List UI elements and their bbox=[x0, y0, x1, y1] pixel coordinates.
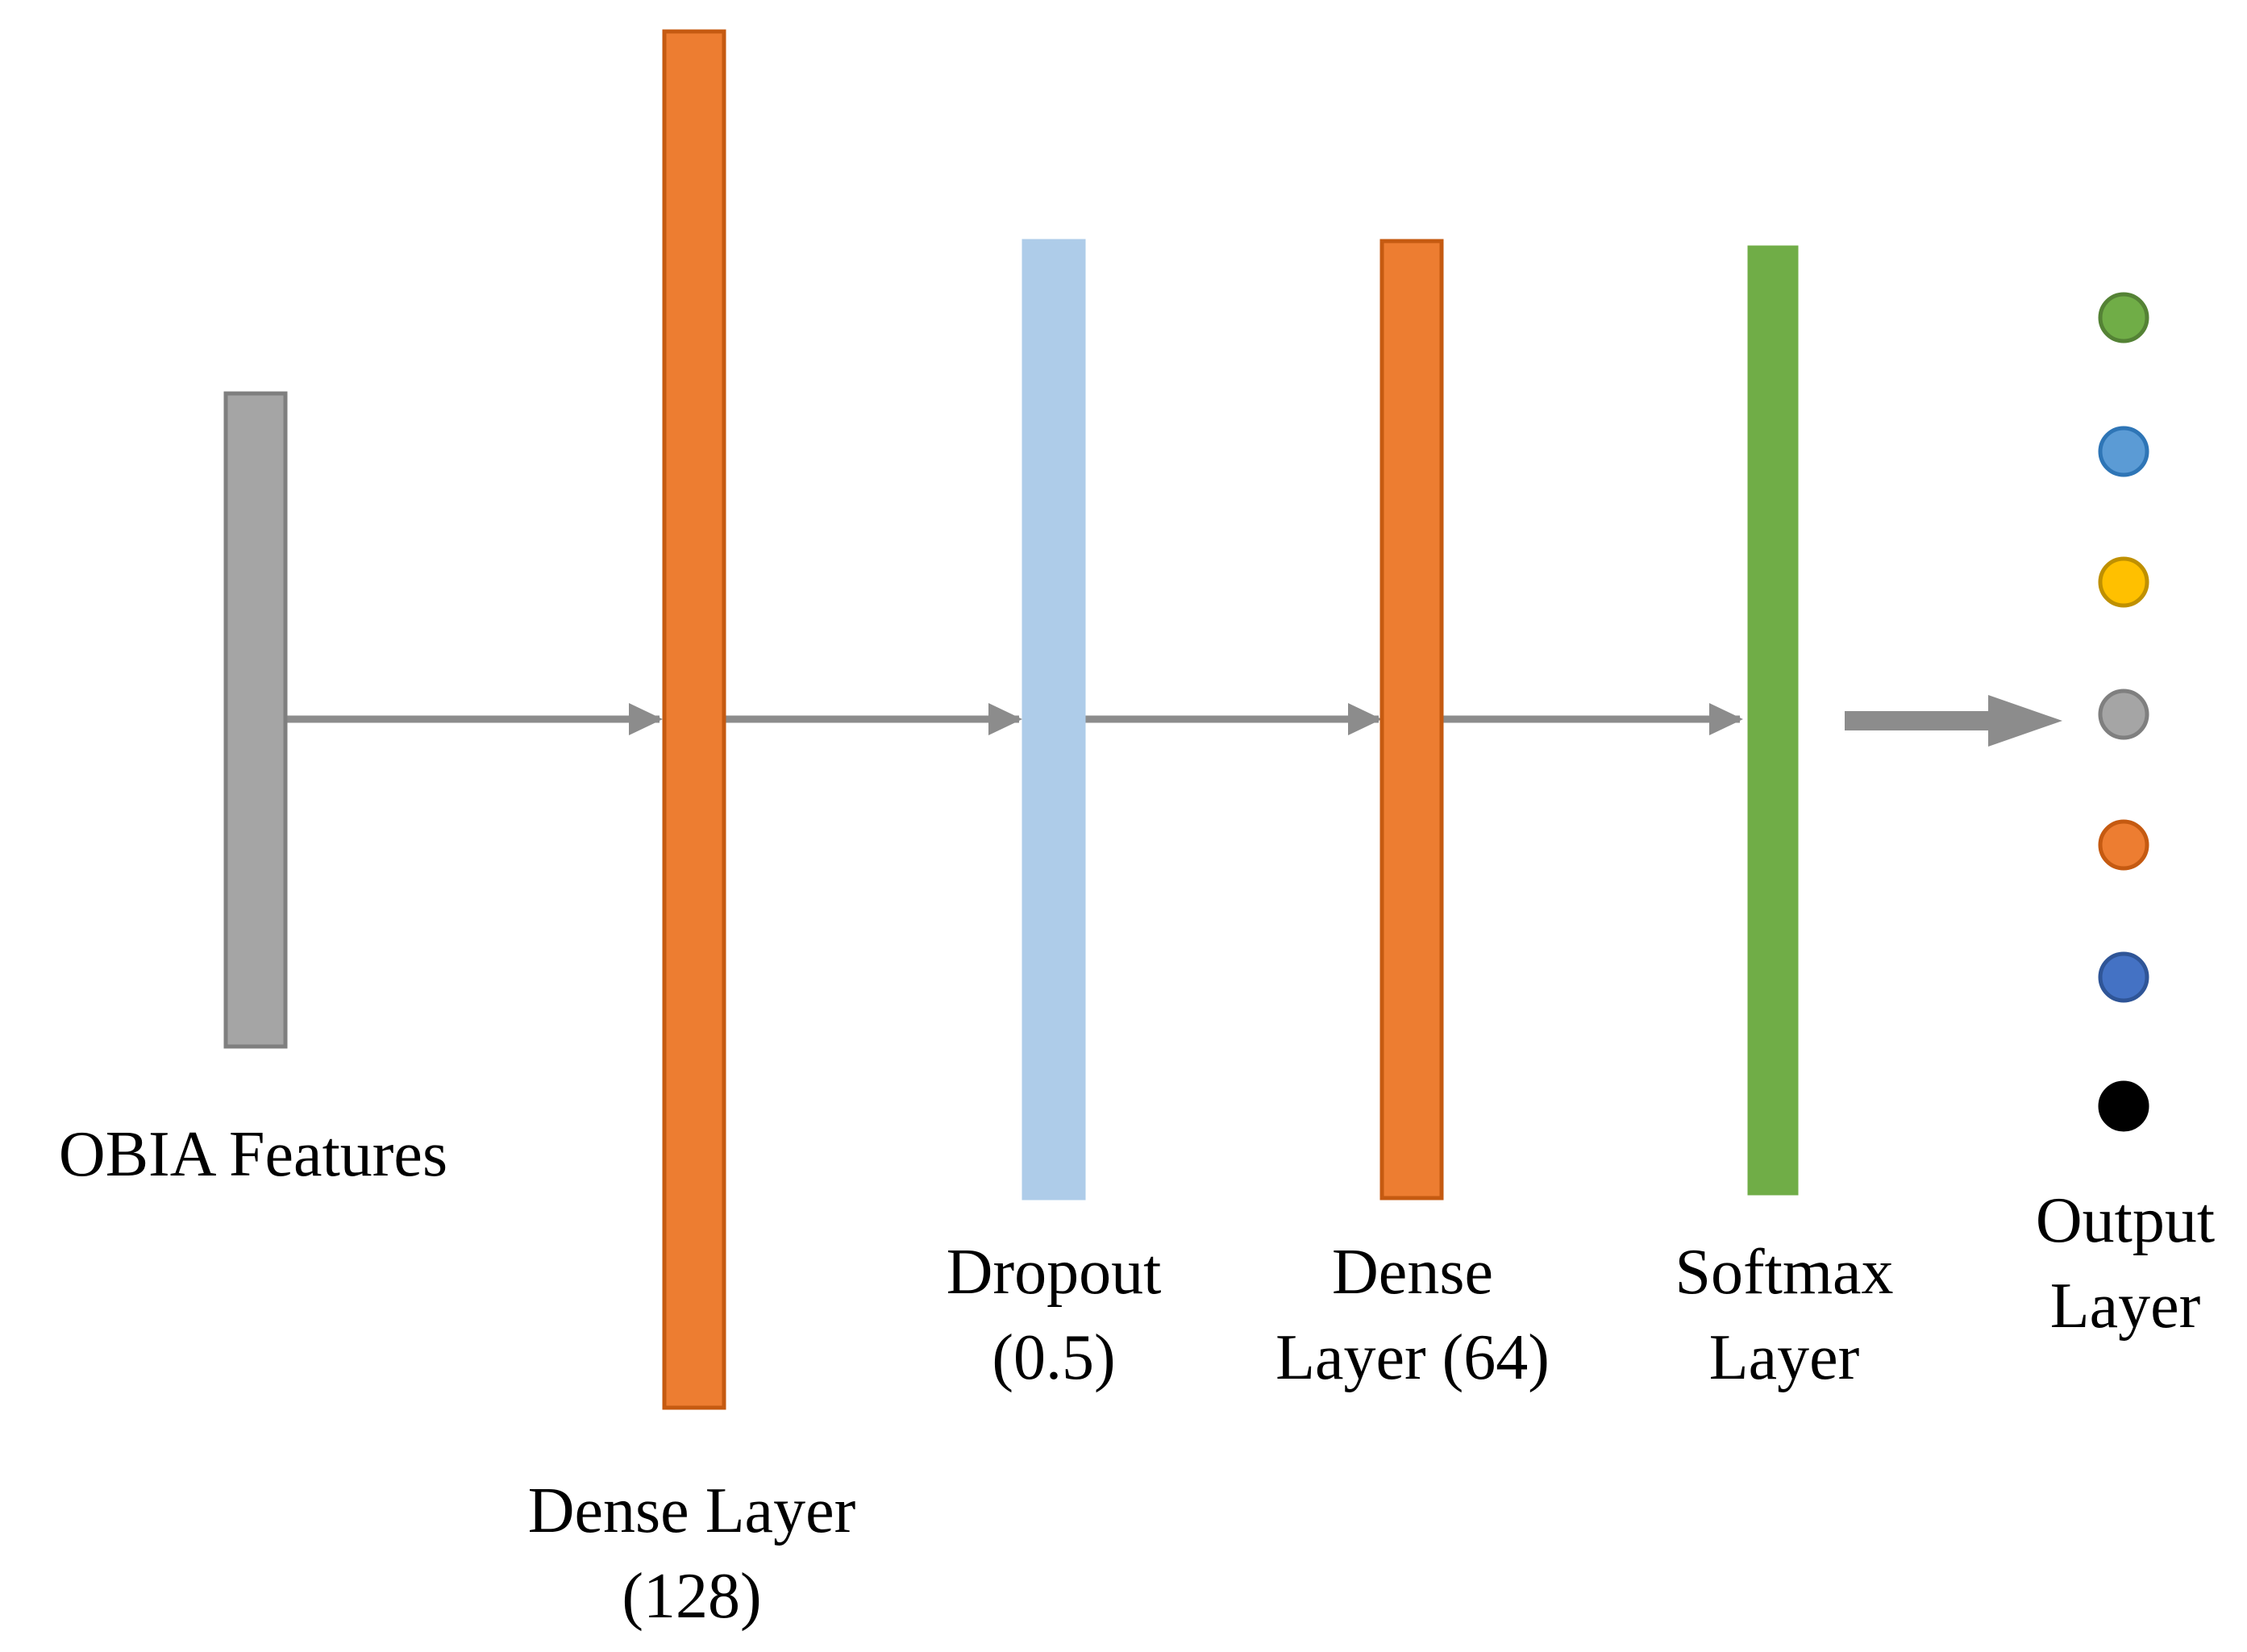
layer-bars bbox=[223, 29, 1799, 1410]
output-node bbox=[2098, 819, 2149, 871]
output-node bbox=[2098, 1080, 2149, 1132]
dropout-layer-label-line2: (0.5) bbox=[992, 1322, 1115, 1393]
input-layer-bar bbox=[223, 391, 288, 1049]
softmax-layer-bar bbox=[1747, 245, 1799, 1196]
softmax-layer-label-line1: Softmax bbox=[1675, 1237, 1893, 1308]
arrowhead-dense128-to-dropout bbox=[988, 703, 1022, 735]
output-node bbox=[2098, 426, 2149, 477]
input-layer-label: OBIA Features bbox=[59, 1119, 447, 1190]
layer-labels: OBIA Features Dense Layer (128) Dropout … bbox=[59, 1119, 2215, 1632]
output-node bbox=[2098, 689, 2149, 740]
output-layer-label-line1: Output bbox=[2036, 1185, 2215, 1256]
softmax-layer-label-line2: Layer bbox=[1709, 1322, 1860, 1393]
dropout-layer-label-line1: Dropout bbox=[947, 1237, 1162, 1308]
dense-128-layer-label-line1: Dense Layer bbox=[528, 1475, 855, 1546]
dense-64-layer-label-line2: Layer (64) bbox=[1275, 1322, 1550, 1393]
output-node bbox=[2098, 951, 2149, 1003]
output-node bbox=[2098, 292, 2149, 343]
output-layer-label-line2: Layer bbox=[2050, 1271, 2201, 1342]
arrowhead-dropout-to-dense64 bbox=[1348, 703, 1382, 735]
connector-arrows bbox=[285, 695, 2062, 747]
dense-128-layer-bar bbox=[662, 29, 726, 1410]
dense-128-layer-label-line2: (128) bbox=[622, 1561, 761, 1632]
dropout-layer-bar bbox=[1022, 239, 1086, 1201]
arrowhead-softmax-to-output bbox=[1988, 695, 2062, 747]
dense-64-layer-bar bbox=[1379, 239, 1444, 1201]
output-node bbox=[2098, 556, 2149, 608]
arrowhead-input-to-dense128 bbox=[629, 703, 663, 735]
dense-64-layer-label-line1: Dense bbox=[1332, 1237, 1493, 1308]
arrowhead-dense64-to-softmax bbox=[1709, 703, 1743, 735]
output-nodes bbox=[2098, 292, 2149, 1132]
